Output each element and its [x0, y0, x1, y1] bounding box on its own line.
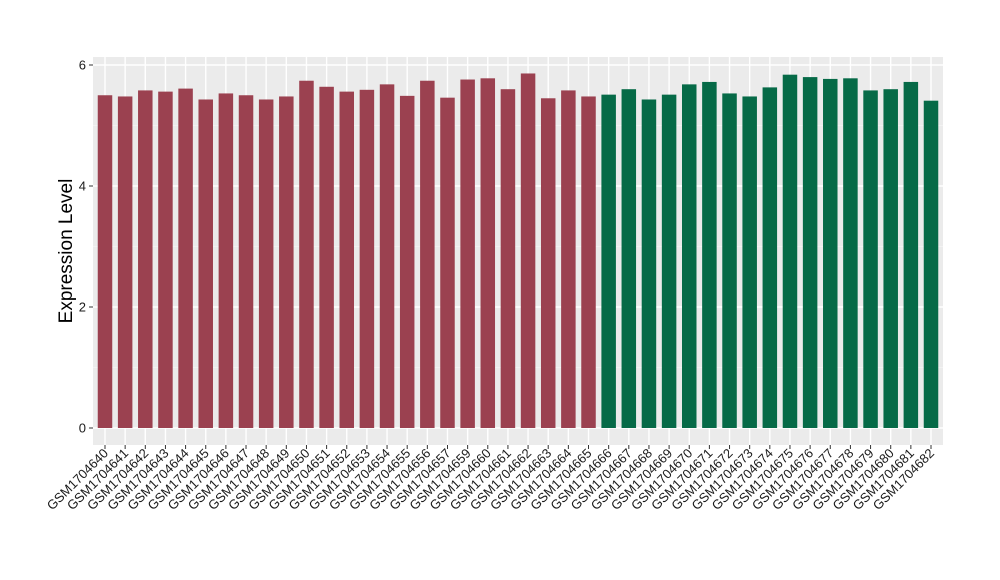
bar-GSM1704648 — [258, 99, 274, 429]
bar-GSM1704659 — [460, 79, 475, 429]
bar-GSM1704640 — [97, 95, 113, 428]
bar-GSM1704666 — [601, 94, 616, 429]
bar-GSM1704671 — [702, 81, 717, 428]
bar-GSM1704673 — [742, 96, 757, 429]
y-axis-title: Expression Level — [56, 179, 77, 324]
bar-GSM1704646 — [218, 93, 234, 428]
bar-GSM1704663 — [540, 98, 556, 429]
plot-panel — [93, 57, 943, 445]
bar-GSM1704678 — [843, 78, 858, 428]
bar-GSM1704668 — [641, 99, 657, 429]
bar-GSM1704679 — [863, 90, 878, 428]
y-tick-label: 2 — [79, 300, 86, 315]
bar-GSM1704676 — [802, 77, 818, 428]
bar-GSM1704657 — [440, 97, 455, 429]
bar-GSM1704670 — [681, 84, 697, 429]
bar-GSM1704652 — [339, 91, 355, 429]
bar-GSM1704677 — [823, 78, 838, 428]
bar-GSM1704682 — [923, 100, 939, 428]
bar-GSM1704643 — [158, 91, 173, 429]
bar-GSM1704651 — [319, 86, 334, 428]
bar-GSM1704642 — [138, 90, 153, 428]
bar-GSM1704664 — [561, 90, 576, 428]
bar-GSM1704641 — [117, 96, 133, 429]
bar-GSM1704665 — [581, 96, 596, 429]
bar-GSM1704669 — [661, 94, 677, 429]
bar-GSM1704655 — [399, 95, 415, 428]
bar-GSM1704672 — [722, 93, 737, 428]
bar-GSM1704645 — [198, 99, 213, 429]
y-tick-label: 6 — [79, 58, 86, 73]
bar-GSM1704662 — [520, 73, 536, 428]
y-tick-label: 4 — [79, 179, 86, 194]
bar-GSM1704660 — [480, 78, 496, 428]
bar-GSM1704649 — [279, 96, 294, 429]
bar-GSM1704656 — [420, 80, 435, 428]
y-tick-label: 0 — [79, 421, 86, 436]
bar-GSM1704675 — [782, 74, 798, 429]
bar-GSM1704653 — [359, 89, 375, 429]
bar-GSM1704667 — [621, 89, 637, 428]
bar-GSM1704650 — [299, 80, 314, 428]
y-axis: 0 2 4 6 — [79, 58, 93, 436]
x-axis: GSM1704640GSM1704641GSM1704642GSM1704643… — [44, 445, 937, 513]
bar-GSM1704647 — [238, 95, 254, 428]
bars — [97, 73, 939, 429]
bar-GSM1704674 — [762, 87, 778, 428]
bar-GSM1704680 — [883, 89, 898, 428]
bar-GSM1704654 — [379, 84, 395, 429]
bar-GSM1704661 — [500, 89, 516, 428]
bar-GSM1704681 — [903, 81, 919, 428]
bar-GSM1704644 — [178, 88, 193, 428]
